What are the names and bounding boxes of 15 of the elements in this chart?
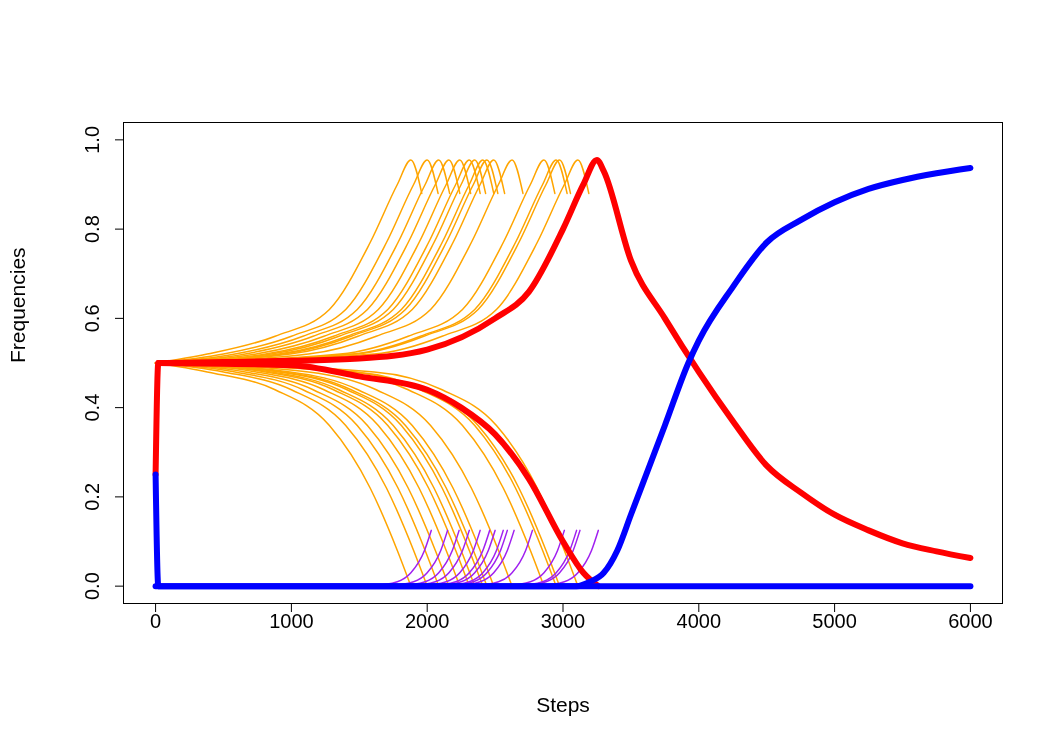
y-tick-label: 0.4 xyxy=(81,393,103,422)
x-tick-label: 1000 xyxy=(269,610,314,633)
y-tick-label: 0.6 xyxy=(81,304,103,333)
x-tick-label: 6000 xyxy=(948,610,993,633)
y-tick-label: 0.2 xyxy=(81,482,103,511)
y-tick-label: 1.0 xyxy=(81,125,103,154)
x-tick-label: 0 xyxy=(150,610,162,633)
x-tick-label: 4000 xyxy=(676,610,722,633)
y-tick-label: 0.8 xyxy=(81,215,103,244)
x-axis-title: Steps xyxy=(536,693,590,716)
y-axis-title: Frequencies xyxy=(6,247,30,363)
x-tick-label: 5000 xyxy=(812,610,857,633)
x-tick-label: 2000 xyxy=(404,610,450,633)
y-tick-label: 0.0 xyxy=(81,572,103,601)
x-tick-label: 3000 xyxy=(540,610,586,633)
